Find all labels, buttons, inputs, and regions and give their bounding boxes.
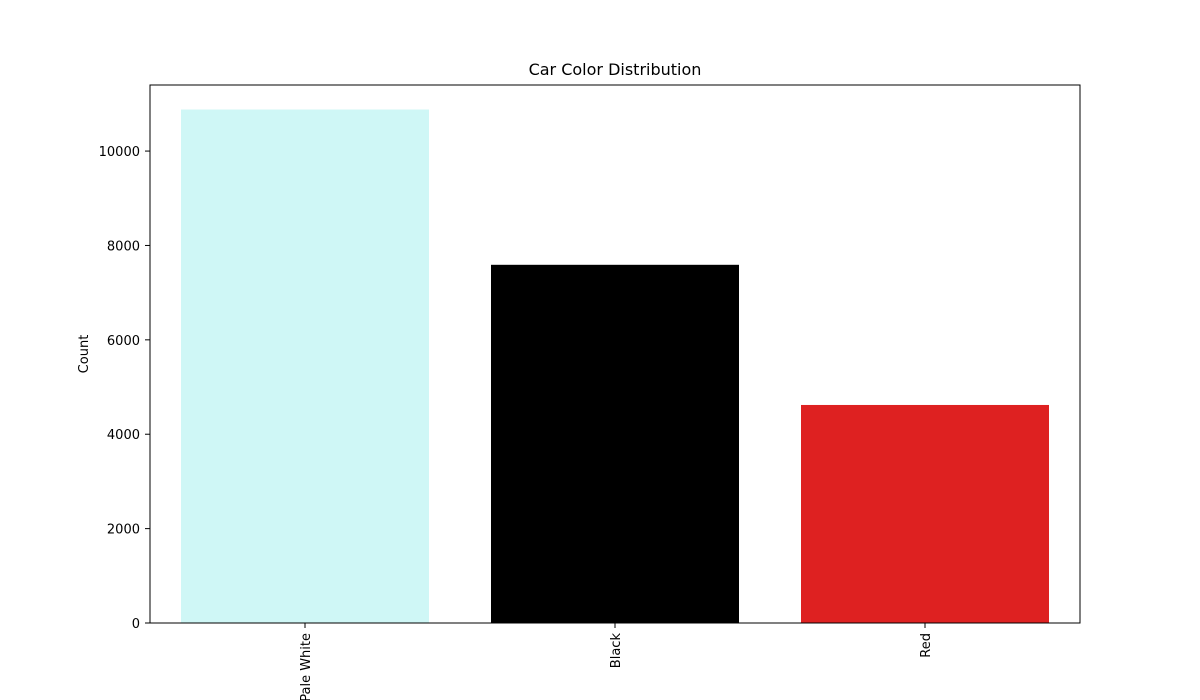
y-tick-label: 6000	[107, 334, 140, 349]
x-tick-label: Pale White	[299, 633, 314, 700]
x-tick-label: Black	[609, 633, 624, 669]
chart-title: Car Color Distribution	[529, 60, 702, 79]
y-tick-label: 8000	[107, 239, 140, 254]
y-tick-label: 4000	[107, 428, 140, 443]
ticks-layer: Pale White Black Red 0 2000 4000 6000 8000 10000	[99, 145, 934, 700]
x-tick-label: Red	[919, 633, 934, 658]
y-axis-label: Count	[77, 335, 92, 374]
bar-red	[801, 404, 1049, 623]
y-tick-label: 2000	[107, 523, 140, 538]
bar-pale-white	[181, 109, 429, 624]
bars-layer	[181, 109, 1049, 624]
y-tick-label: 10000	[99, 145, 140, 160]
y-tick-label: 0	[132, 617, 140, 632]
bar-black	[491, 264, 739, 623]
